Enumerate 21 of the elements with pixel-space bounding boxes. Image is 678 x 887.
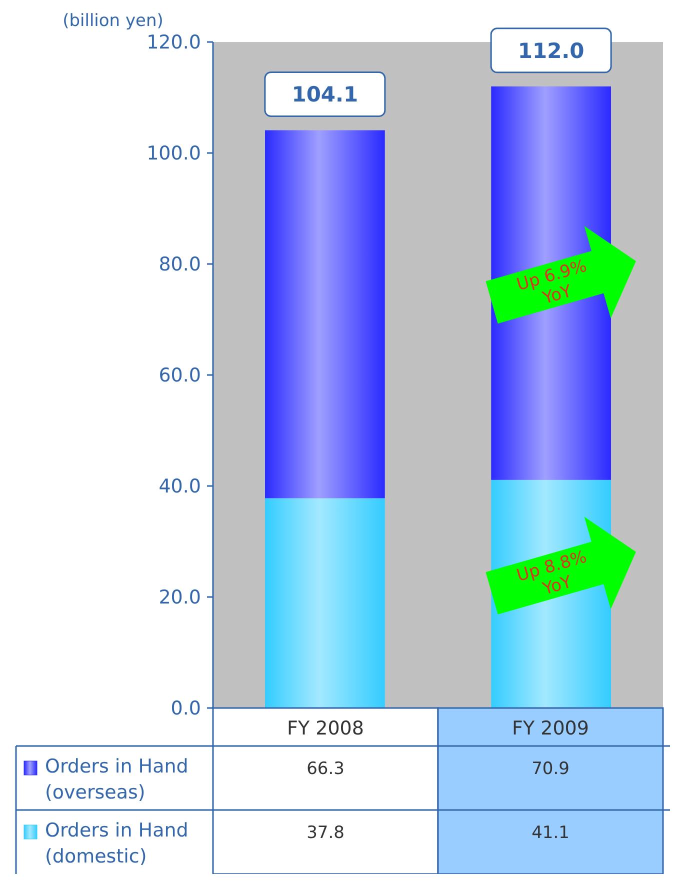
total-label: 112.0 (518, 38, 584, 63)
x-tick-label: FY 2009 (512, 718, 589, 740)
y-tick-label: 40.0 (158, 476, 201, 498)
legend-label: Orders in Hand (overseas) (45, 756, 188, 804)
data-label: 70.9 (532, 758, 570, 779)
data-label: 37.8 (306, 822, 344, 843)
legend-label: Orders in Hand (domestic) (45, 820, 188, 868)
annotation: Up 6.9% YoY (514, 256, 590, 309)
data-label: 66.3 (306, 758, 344, 779)
y-tick-label: 60.0 (158, 364, 201, 387)
data-label: 41.1 (532, 822, 570, 843)
y-axis-title: (billion yen) (62, 11, 164, 31)
x-tick-label: FY 2008 (287, 718, 364, 740)
y-tick-label: 20.0 (158, 586, 201, 609)
y-tick-label: 100.0 (146, 142, 201, 165)
y-tick-label: 120.0 (146, 32, 201, 54)
annotation: Up 8.8% YoY (514, 547, 590, 600)
total-label: 104.1 (292, 82, 358, 107)
y-tick-label: 0.0 (170, 698, 201, 720)
bar (265, 130, 385, 498)
y-tick-label: 80.0 (158, 254, 201, 276)
